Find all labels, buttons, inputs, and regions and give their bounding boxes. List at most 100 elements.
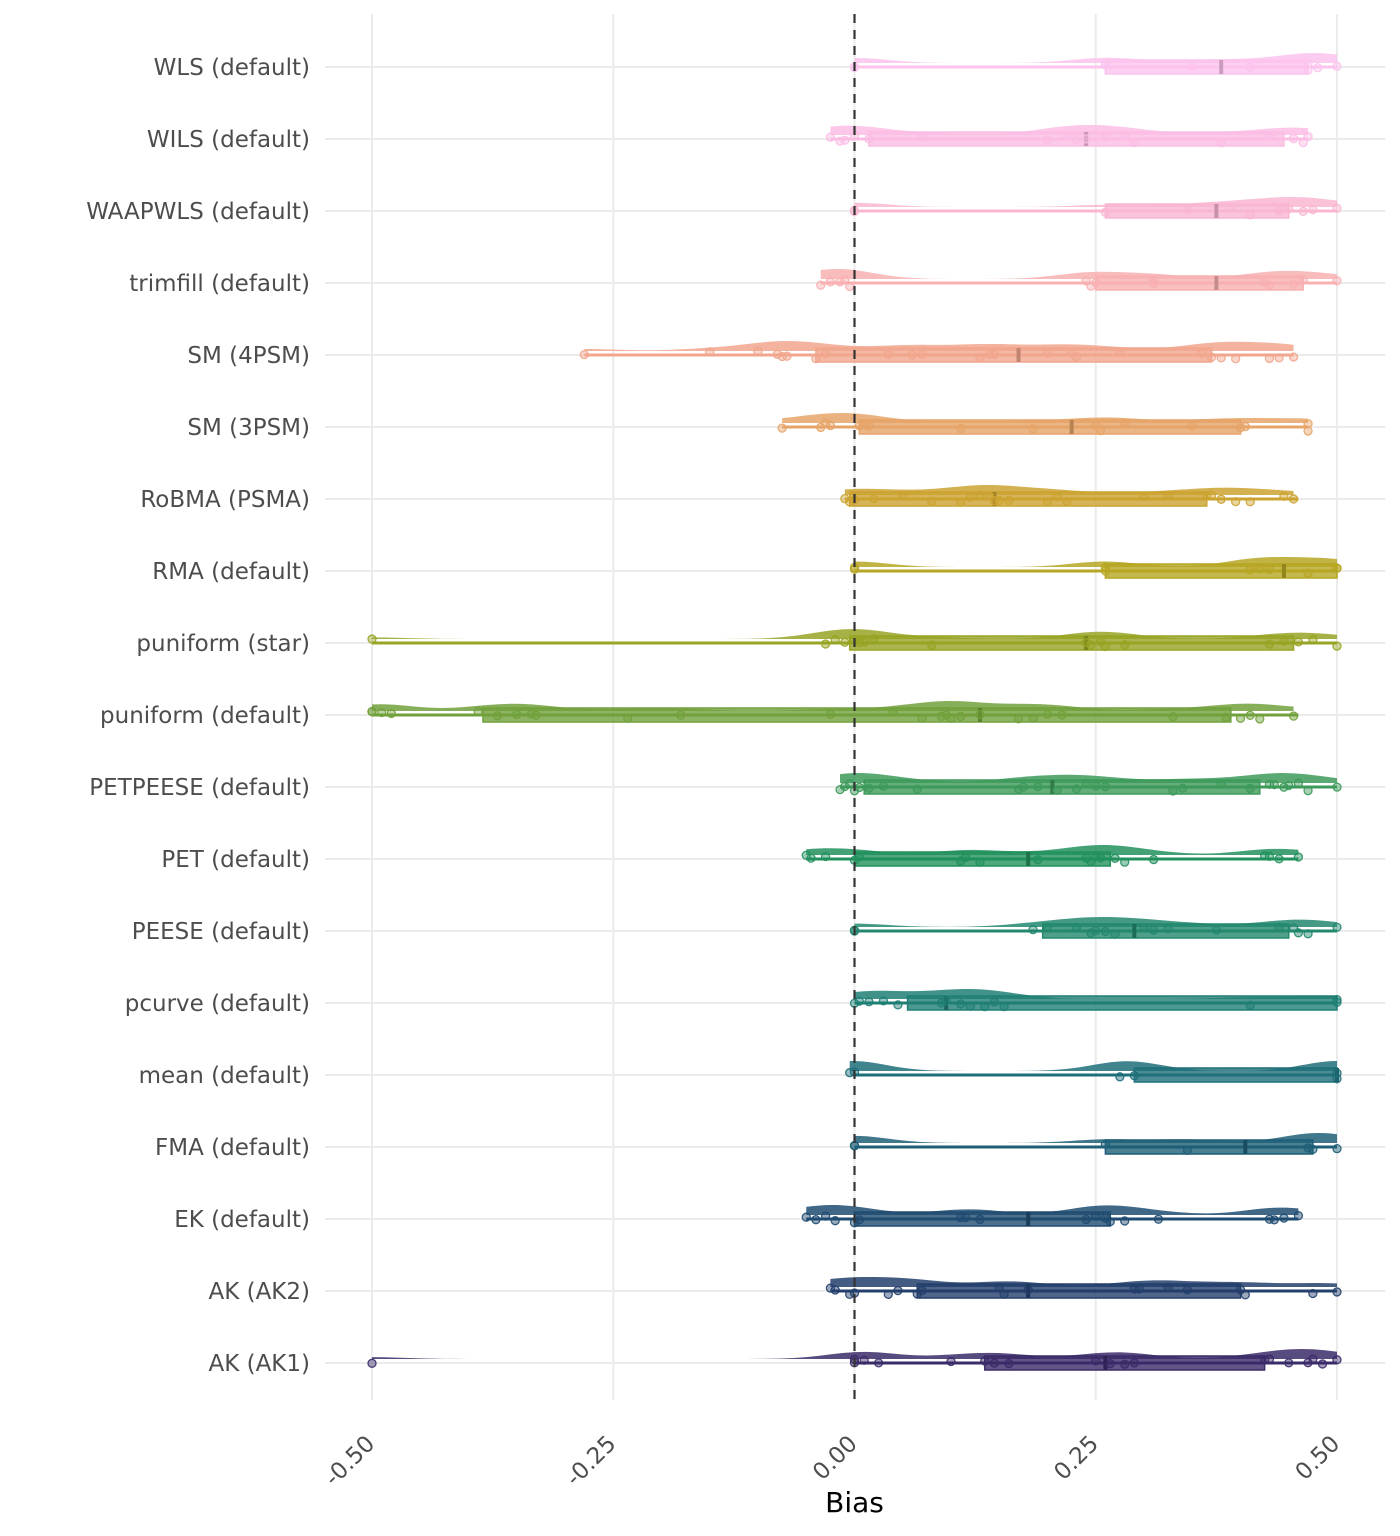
data-point — [1293, 637, 1304, 647]
data-point — [1081, 778, 1091, 789]
data-point — [840, 135, 850, 145]
data-point — [1086, 640, 1096, 650]
data-point — [1100, 782, 1111, 792]
density-cloud — [849, 1061, 1337, 1071]
data-point — [1264, 639, 1275, 649]
data-point — [1216, 353, 1226, 363]
data-point — [845, 281, 855, 292]
data-point — [1139, 491, 1149, 501]
data-point — [941, 710, 951, 720]
data-point — [1129, 1284, 1139, 1294]
data-point — [946, 713, 956, 723]
data-point — [975, 353, 985, 363]
data-point — [1293, 852, 1304, 862]
data-point — [777, 423, 787, 433]
data-point — [1332, 61, 1342, 71]
y-axis-label: puniform (star) — [136, 631, 310, 657]
data-point — [1308, 1144, 1318, 1154]
x-axis-title: Bias — [825, 1486, 884, 1519]
data-point — [1303, 929, 1313, 939]
data-point — [1182, 1285, 1193, 1295]
data-point — [989, 997, 1000, 1007]
data-point — [960, 1213, 971, 1223]
data-point — [1288, 279, 1299, 289]
data-point — [1288, 133, 1299, 144]
y-axis-label: PET (default) — [161, 847, 310, 873]
data-point — [956, 423, 966, 434]
data-point — [999, 1001, 1009, 1012]
data-point — [1298, 275, 1308, 285]
data-point — [1288, 352, 1299, 362]
data-point — [864, 783, 874, 793]
y-axis-label: FMA (default) — [155, 1135, 310, 1161]
y-axis-label: RoBMA (PSMA) — [140, 487, 310, 513]
data-point — [1216, 494, 1226, 504]
data-point — [917, 713, 927, 723]
data-point — [1149, 279, 1159, 289]
data-point — [816, 280, 826, 290]
x-axis-tick-labels: -0.50 -0.25 0.00 0.25 0.50 — [320, 1431, 1345, 1491]
data-point — [980, 1356, 990, 1366]
data-point — [980, 1001, 990, 1012]
data-point — [1100, 60, 1111, 70]
boxplot-box — [984, 1355, 1266, 1371]
data-point — [1071, 352, 1082, 362]
data-point — [1105, 1216, 1115, 1227]
data-point — [1245, 210, 1255, 220]
data-point — [1293, 778, 1304, 788]
data-point — [772, 349, 782, 359]
data-point — [820, 348, 831, 359]
data-point — [1115, 1072, 1125, 1082]
data-point — [1095, 853, 1106, 863]
data-point — [1033, 781, 1043, 792]
data-point — [1211, 925, 1222, 935]
data-point — [1033, 855, 1043, 865]
data-point — [1081, 134, 1091, 144]
data-point — [1091, 781, 1101, 791]
data-point — [1274, 353, 1284, 363]
data-point — [1100, 131, 1111, 142]
data-point — [1100, 562, 1111, 573]
data-point — [878, 781, 889, 791]
data-point — [1332, 641, 1342, 651]
boxplot-box — [1104, 59, 1309, 75]
data-point — [917, 1285, 927, 1296]
data-point — [1255, 714, 1265, 724]
data-point — [782, 351, 792, 361]
data-point — [1274, 922, 1284, 932]
data-point — [883, 349, 893, 360]
data-point — [1206, 352, 1217, 362]
data-point — [473, 706, 483, 716]
boxplot-box — [1104, 203, 1290, 219]
data-point — [1332, 997, 1342, 1007]
data-point — [946, 1356, 956, 1367]
data-point — [994, 495, 1004, 506]
data-point — [1264, 1354, 1275, 1364]
data-point — [1284, 780, 1294, 791]
data-point — [1274, 854, 1284, 864]
data-point — [956, 1213, 966, 1223]
data-point — [1332, 1287, 1342, 1297]
boxplot-box — [848, 635, 1295, 651]
boxplot-box — [906, 995, 1338, 1011]
data-point — [975, 710, 985, 720]
data-point — [864, 421, 874, 431]
data-point — [1245, 62, 1255, 72]
y-axis-label: PEESE (default) — [132, 919, 310, 945]
data-point — [965, 1001, 975, 1011]
data-point — [1100, 207, 1111, 218]
data-point — [1004, 1358, 1014, 1369]
data-point — [1091, 278, 1101, 288]
x-tick-label: -0.25 — [561, 1431, 621, 1491]
data-point — [1245, 783, 1255, 794]
data-point — [1264, 131, 1275, 141]
data-point — [854, 1215, 864, 1225]
data-point — [1235, 713, 1246, 723]
data-point — [1120, 1359, 1130, 1369]
data-point — [1274, 205, 1284, 216]
data-point — [1052, 492, 1062, 502]
data-point — [1240, 1290, 1250, 1300]
data-point — [1308, 1354, 1318, 1364]
data-point — [893, 1000, 903, 1010]
data-point — [1057, 710, 1067, 720]
